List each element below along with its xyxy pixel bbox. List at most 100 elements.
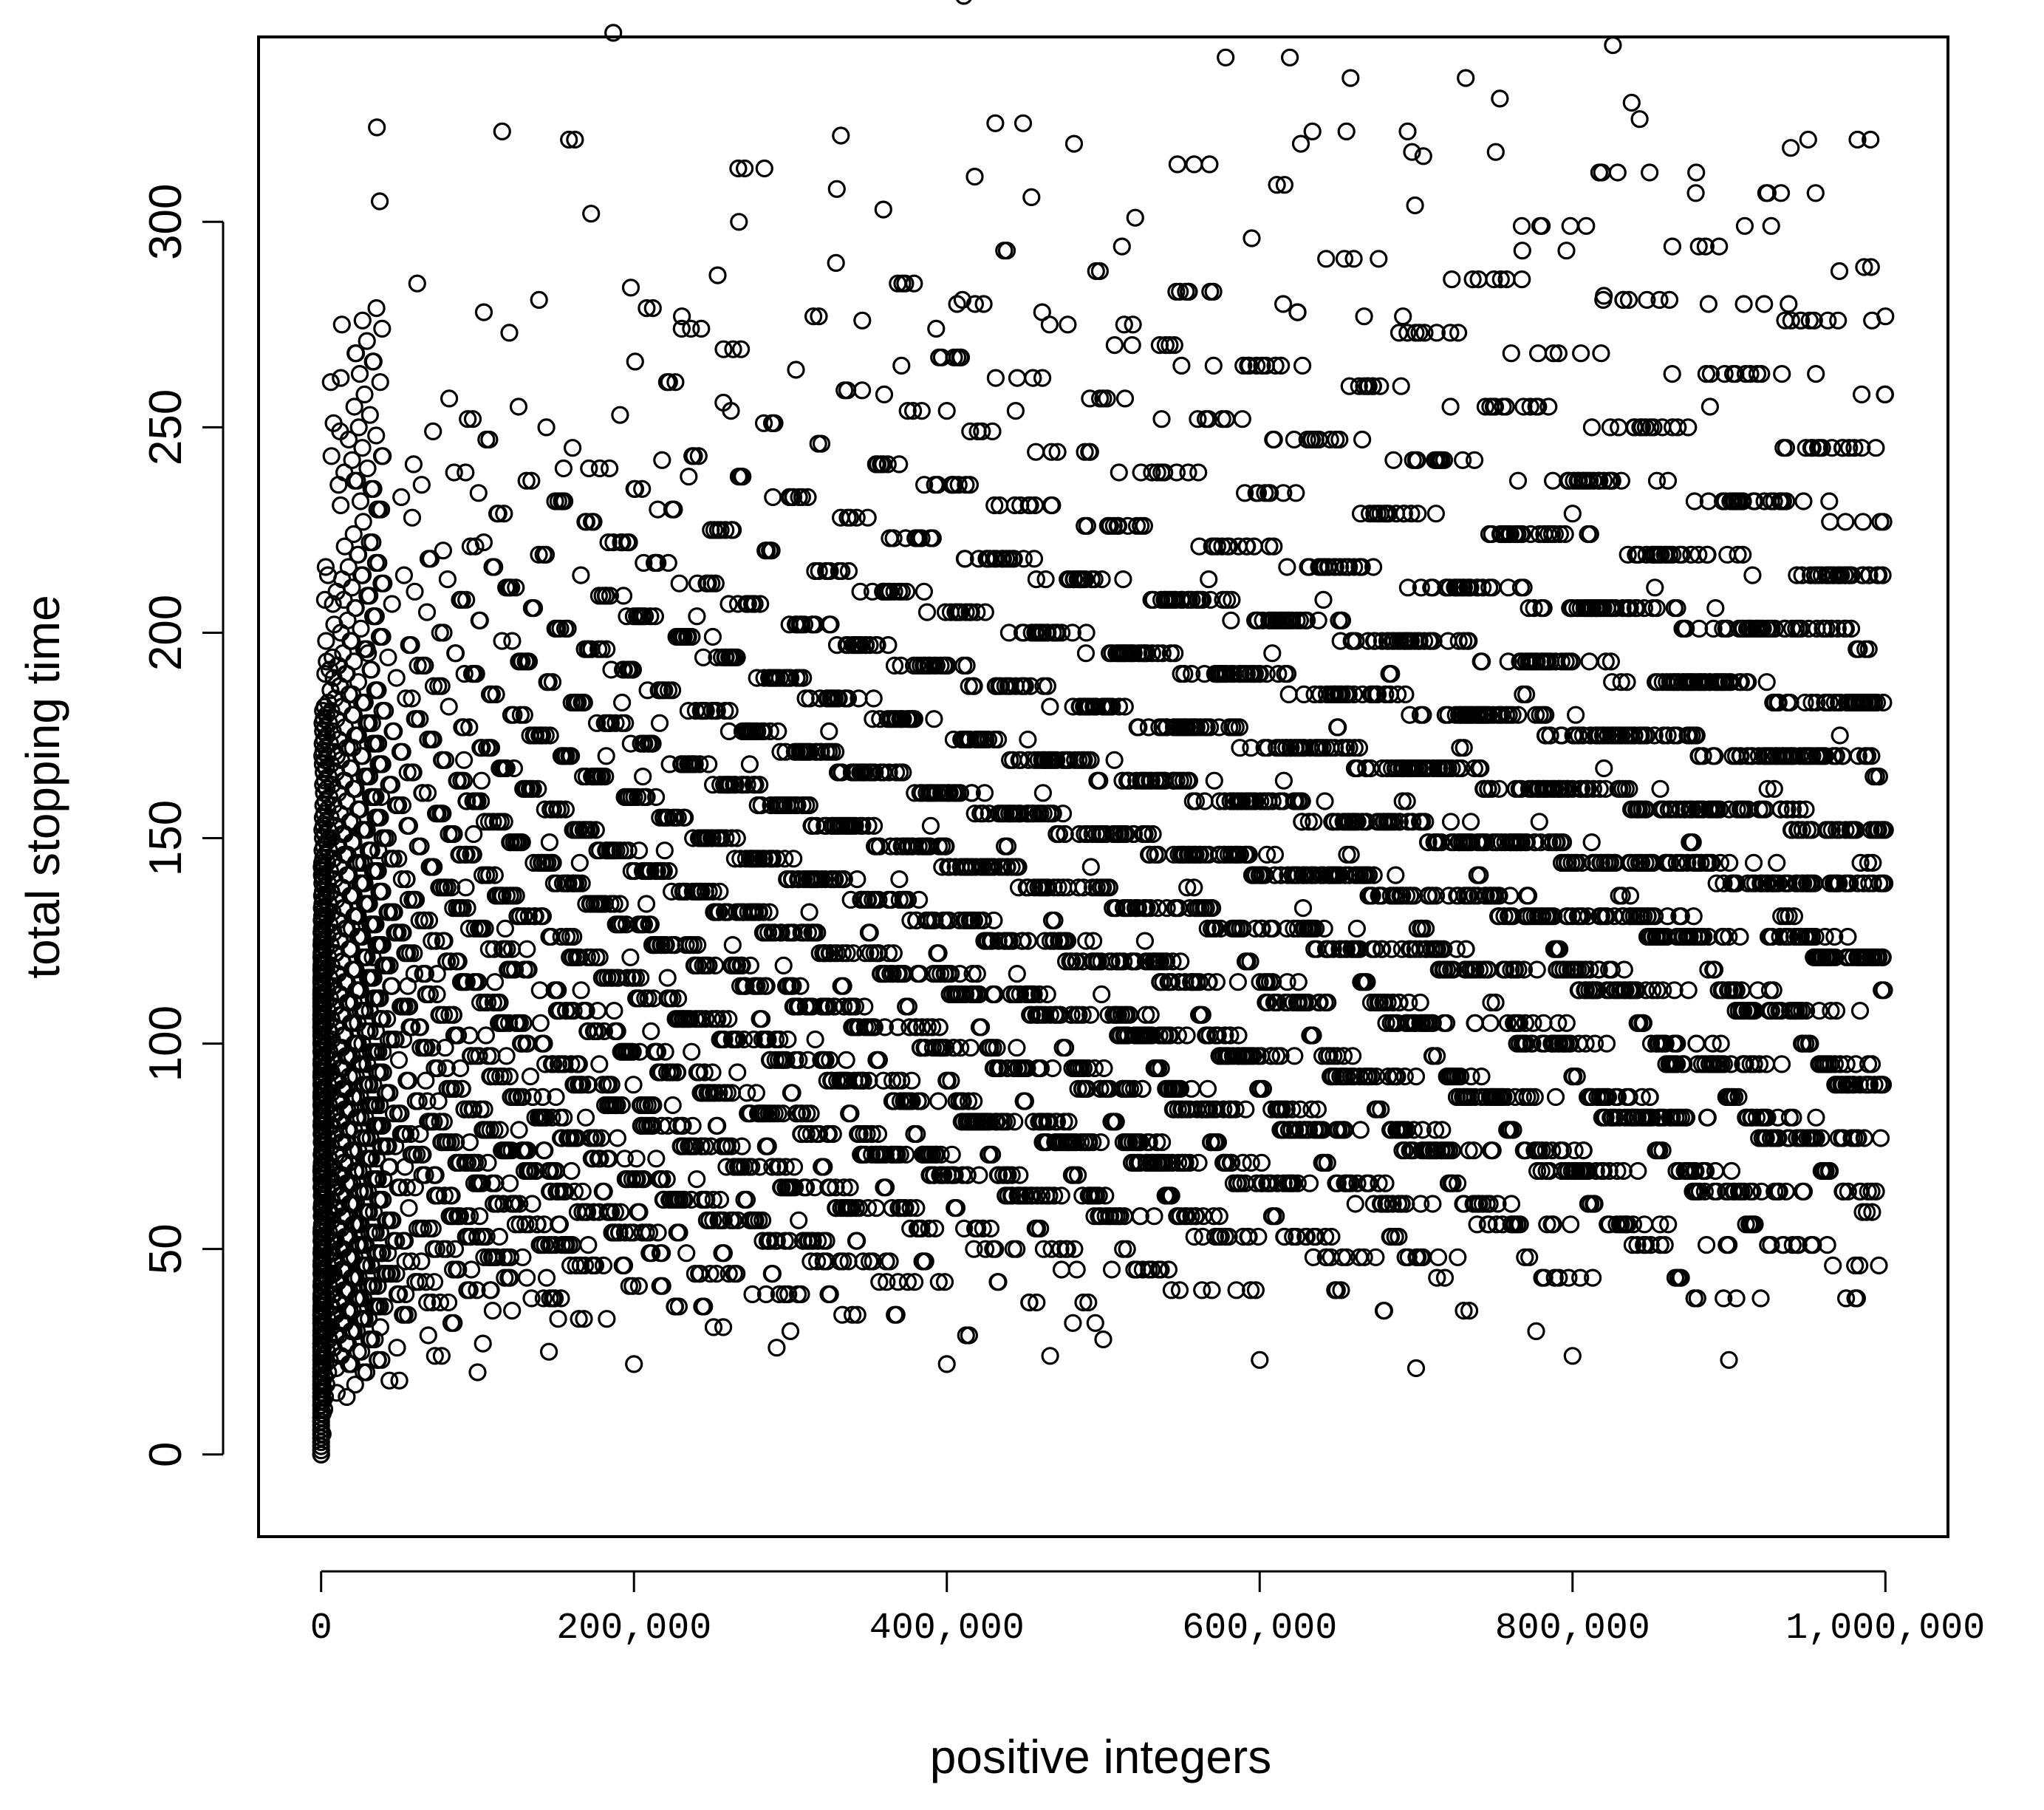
data-point [414,784,432,802]
data-point [411,710,429,728]
data-point [387,669,406,687]
data-point [366,1223,385,1242]
data-point [363,714,381,732]
data-point [382,776,401,794]
data-point [400,1198,418,1218]
data-point [428,964,446,983]
data-point [423,1219,442,1238]
data-point [347,344,366,363]
data-point [417,603,437,621]
data-point [418,1293,437,1312]
data-point [418,784,437,802]
data-point [412,1252,431,1271]
data-point [369,681,387,700]
data-point [346,1376,364,1394]
data-point [317,887,335,905]
data-point [399,1305,417,1324]
data-point [354,566,372,584]
data-point [324,595,342,613]
data-point [372,788,391,807]
data-point [409,656,427,675]
data-point [402,1252,421,1271]
data-point [416,1166,434,1184]
data-point [316,1355,335,1373]
data-point [316,866,335,884]
data-point [355,693,374,712]
data-point [345,397,363,416]
data-point [392,1104,410,1123]
data-point [373,882,392,901]
data-point [332,315,351,334]
data-point [332,496,350,515]
data-point [397,870,416,889]
data-point [420,985,440,1004]
data-point [383,1211,402,1229]
data-point [374,1190,392,1209]
data-point [355,1001,374,1020]
data-point [406,582,424,601]
data-point [315,1400,334,1418]
data-point [353,311,372,329]
data-point [366,788,385,807]
data-point [375,574,393,592]
data-point [414,1145,432,1164]
data-point [371,373,389,392]
data-point [375,1297,394,1316]
data-point [363,533,382,552]
data-point [416,964,435,983]
data-point [404,763,423,782]
data-point [387,1264,406,1283]
data-point [317,1014,335,1032]
data-point [349,545,368,564]
data-point [353,747,372,765]
data-point [315,1367,334,1386]
data-point [371,1297,389,1316]
data-point [393,742,411,761]
data-point [366,607,385,626]
data-point [416,656,434,675]
data-point [392,870,411,889]
data-point [392,488,411,507]
data-point [370,192,389,211]
data-point [368,118,386,137]
data-point [367,426,386,445]
data-point [373,1116,392,1135]
data-point [362,841,380,860]
data-point [343,632,361,650]
data-point [317,706,335,724]
data-point [339,558,358,576]
data-point [353,927,372,946]
data-point [425,1113,443,1131]
data-point [357,1363,376,1382]
data-point [353,1055,372,1073]
data-point [424,422,442,441]
data-point [372,500,391,519]
data-point [346,598,365,618]
data-point [411,1124,429,1144]
data-point [373,935,392,954]
data-point [423,1039,442,1057]
data-point [409,1092,428,1110]
data-point [387,1232,406,1250]
data-point [399,1071,418,1090]
data-point [343,451,361,469]
data-point [348,471,366,490]
data-point [369,553,388,573]
data-point [362,1150,380,1168]
data-point [385,903,403,921]
data-point [408,1145,426,1164]
data-point [343,578,361,597]
data-point [351,800,369,819]
data-point [397,1178,416,1197]
data-point [393,796,412,815]
data-point [425,1347,444,1365]
data-point [364,352,383,371]
data-point [317,632,335,650]
data-point [358,459,377,478]
data-point [367,299,386,318]
data-point [335,590,353,609]
data-point [364,479,383,498]
data-point [424,730,442,749]
